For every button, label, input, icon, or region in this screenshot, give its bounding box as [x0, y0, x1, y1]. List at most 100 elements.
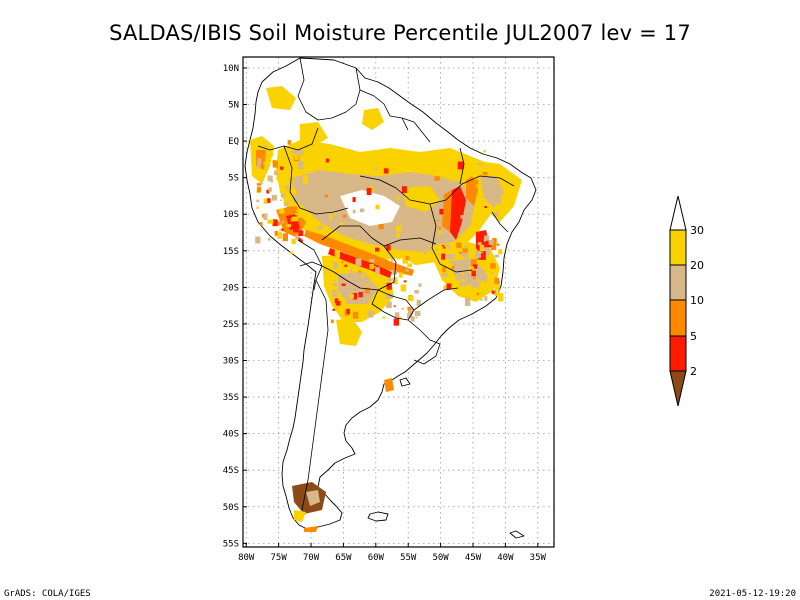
moisture-speckle — [403, 280, 407, 283]
legend-cap-below-2 — [669, 370, 687, 407]
moisture-speckle — [369, 259, 375, 263]
moisture-speckle — [272, 160, 278, 168]
moisture-band-20-30-argentina — [336, 318, 362, 346]
moisture-speckle — [480, 298, 483, 301]
moisture-speckle — [461, 279, 465, 282]
moisture-speckle — [443, 285, 447, 290]
moisture-band-20-30-north-coast — [266, 86, 296, 110]
moisture-speckle — [293, 149, 298, 154]
moisture-speckle — [396, 225, 402, 232]
lat-tick-label: 40S — [223, 430, 239, 440]
moisture-speckle — [334, 298, 339, 304]
moisture-speckle — [292, 182, 296, 187]
moisture-band-20-30-guiana — [362, 108, 384, 130]
moisture-band-5-10-pampas — [384, 378, 394, 392]
moisture-speckle — [462, 250, 469, 258]
legend-swatch-10-20 — [669, 264, 687, 301]
moisture-speckle — [490, 242, 497, 251]
moisture-speckle — [386, 244, 391, 251]
moisture-speckle — [498, 249, 503, 255]
lat-tick-label: 15S — [223, 247, 239, 257]
moisture-speckle — [280, 193, 286, 198]
falkland-islands — [367, 511, 389, 522]
moisture-band-2-5-east-ribbon — [448, 186, 466, 240]
moisture-speckle — [414, 290, 419, 294]
moisture-speckle — [437, 230, 442, 234]
moisture-speckle — [418, 174, 424, 179]
lat-tick-label: 50S — [223, 503, 239, 513]
map-frame — [242, 56, 555, 548]
moisture-speckle — [364, 284, 368, 287]
moisture-speckle — [393, 305, 396, 307]
soil-moisture-field — [250, 86, 522, 532]
lat-tick-label: 35S — [223, 393, 239, 403]
moisture-speckle — [473, 288, 480, 296]
moisture-speckle — [290, 150, 295, 154]
moisture-speckle — [271, 194, 277, 201]
moisture-speckle — [463, 240, 467, 245]
moisture-speckle — [329, 214, 333, 220]
moisture-speckle — [341, 260, 344, 264]
moisture-speckle — [438, 226, 441, 230]
moisture-speckle — [491, 290, 497, 294]
moisture-speckle — [405, 269, 409, 272]
lon-tick-label: 60W — [368, 553, 385, 563]
legend-label-10: 10 — [690, 294, 704, 307]
border-venezuela-guyana — [359, 89, 409, 131]
moisture-speckle — [298, 150, 304, 156]
moisture-speckle — [281, 221, 285, 224]
moisture-speckle — [479, 244, 484, 252]
moisture-speckle — [257, 186, 261, 193]
moisture-speckle — [278, 155, 284, 162]
moisture-speckle — [416, 299, 421, 306]
moisture-speckle — [368, 310, 374, 318]
country-borders — [257, 57, 515, 511]
moisture-speckle — [435, 248, 439, 251]
moisture-speckle — [338, 294, 342, 299]
border-peru-brazil — [283, 145, 349, 215]
moisture-speckle — [295, 233, 300, 240]
moisture-speckle — [497, 198, 502, 205]
moisture-speckle — [257, 158, 262, 164]
border-brazil-state-1 — [359, 175, 447, 205]
lon-tick-label: 40W — [497, 553, 514, 563]
moisture-speckle — [401, 186, 407, 193]
lat-tick-label: 5S — [228, 174, 239, 184]
moisture-speckle — [400, 284, 407, 292]
moisture-speckles — [255, 140, 504, 326]
moisture-speckle — [382, 316, 386, 319]
legend-swatch-5-10 — [669, 299, 687, 337]
moisture-speckle — [496, 243, 500, 246]
footer-credit: GrADS: COLA/IGES — [4, 589, 91, 599]
lat-tick-label: 45S — [223, 466, 239, 476]
color-legend: 30 20 10 5 2 — [669, 195, 704, 407]
moisture-speckle — [283, 221, 286, 226]
moisture-speckle — [429, 219, 435, 227]
moisture-speckle — [443, 246, 446, 249]
lon-tick-label: 55W — [400, 553, 417, 563]
moisture-speckle — [393, 277, 398, 285]
moisture-speckle — [397, 256, 401, 260]
moisture-band-5-10-ribbon — [304, 230, 414, 276]
lat-tick-label: 5N — [228, 101, 239, 111]
moisture-speckle — [283, 200, 286, 205]
moisture-speckle — [352, 293, 358, 300]
moisture-speckle — [494, 291, 500, 296]
moisture-speckle — [460, 252, 466, 256]
legend-label-5: 5 — [690, 330, 697, 343]
moisture-speckle — [441, 253, 445, 260]
moisture-speckle — [484, 206, 487, 208]
moisture-speckle — [445, 265, 452, 273]
moisture-speckle — [449, 253, 455, 260]
moisture-speckle — [401, 308, 404, 310]
map-title: SALDAS/IBIS Soil Moisture Percentile JUL… — [109, 21, 691, 45]
moisture-speckle — [349, 294, 354, 299]
moisture-speckle — [352, 311, 359, 319]
moisture-speckle — [279, 208, 285, 214]
moisture-speckle — [470, 269, 475, 273]
moisture-speckle — [364, 287, 370, 294]
moisture-speckle — [423, 251, 426, 255]
map-panel: 80W 75W 70W 65W 60W 55W 50W 45W 40W 35W 10N 5N EQ 5S… — [223, 56, 555, 563]
moisture-speckle — [410, 316, 415, 322]
